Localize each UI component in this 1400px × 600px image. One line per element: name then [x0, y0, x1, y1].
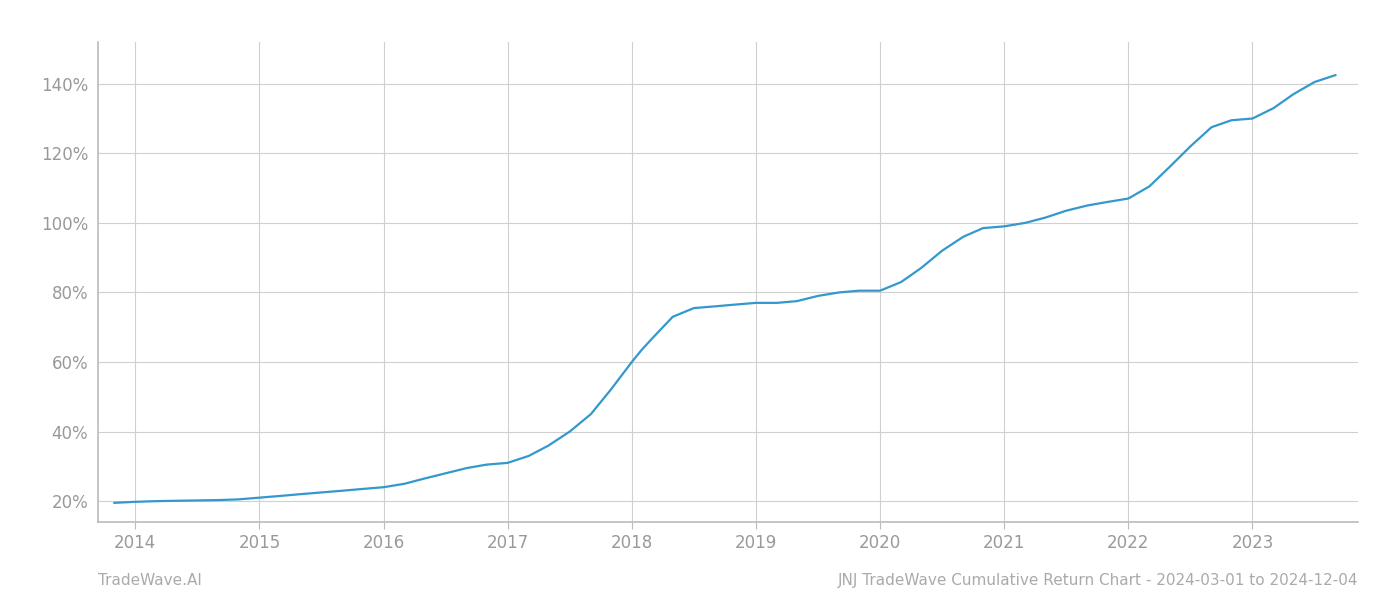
Text: JNJ TradeWave Cumulative Return Chart - 2024-03-01 to 2024-12-04: JNJ TradeWave Cumulative Return Chart - … — [837, 573, 1358, 588]
Text: TradeWave.AI: TradeWave.AI — [98, 573, 202, 588]
